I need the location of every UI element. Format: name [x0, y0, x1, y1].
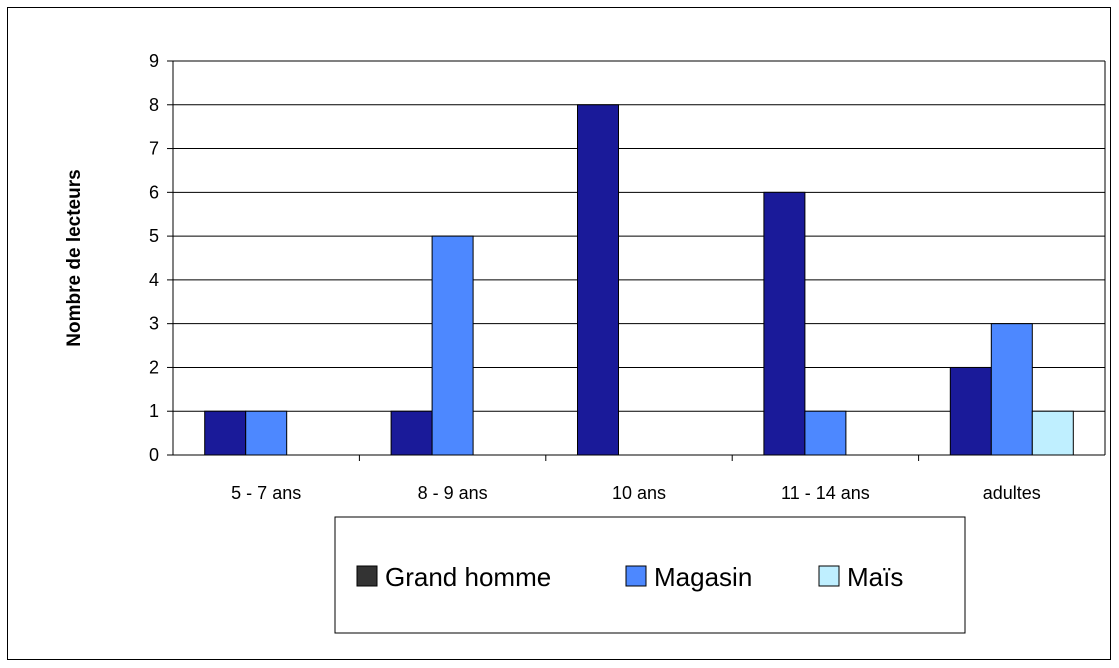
y-tick-label: 2 [149, 357, 159, 377]
bar-grand-homme [949, 366, 992, 456]
legend-label: Grand homme [385, 562, 551, 592]
bars [204, 104, 1074, 456]
axes [167, 60, 1106, 461]
bar-magasin [804, 410, 847, 456]
legend-label: Maïs [847, 562, 903, 592]
legend-label: Magasin [654, 562, 752, 592]
legend: Grand homme Magasin Maïs [334, 516, 966, 634]
bar-magasin [990, 323, 1033, 456]
y-axis-label: Nombre de lecteurs [64, 169, 85, 346]
y-tick-label: 3 [149, 314, 159, 334]
bar-grand-homme [577, 104, 619, 456]
legend-swatch [356, 565, 378, 587]
grid-lines [173, 60, 1105, 412]
x-tick-label: adultes [983, 483, 1041, 503]
x-tick-label: 5 - 7 ans [231, 483, 301, 503]
bar-magasin [245, 410, 288, 456]
legend-box [334, 516, 966, 634]
y-tick-label: 4 [149, 270, 159, 290]
x-tick-label: 10 ans [612, 483, 666, 503]
bar-grand-homme [390, 410, 433, 456]
y-tick-label: 9 [149, 51, 159, 71]
legend-swatch [818, 565, 840, 587]
y-tick-label: 0 [149, 445, 159, 465]
x-tick-label: 11 - 14 ans [781, 483, 870, 503]
y-tick-labels: 0 1 2 3 4 5 6 7 8 9 [149, 51, 159, 465]
y-tick-label: 7 [149, 139, 159, 159]
legend-swatch [625, 565, 647, 587]
y-tick-label: 1 [149, 401, 159, 421]
bar-grand-homme [763, 191, 806, 456]
y-tick-label: 6 [149, 182, 159, 202]
x-tick-labels: 5 - 7 ans 8 - 9 ans 10 ans 11 - 14 ans adult… [231, 483, 1041, 503]
bar-ma-s [1031, 410, 1074, 456]
y-tick-label: 5 [149, 226, 159, 246]
bar-magasin [431, 235, 474, 456]
bar-grand-homme [204, 410, 247, 456]
y-tick-label: 8 [149, 95, 159, 115]
x-tick-label: 8 - 9 ans [418, 483, 488, 503]
